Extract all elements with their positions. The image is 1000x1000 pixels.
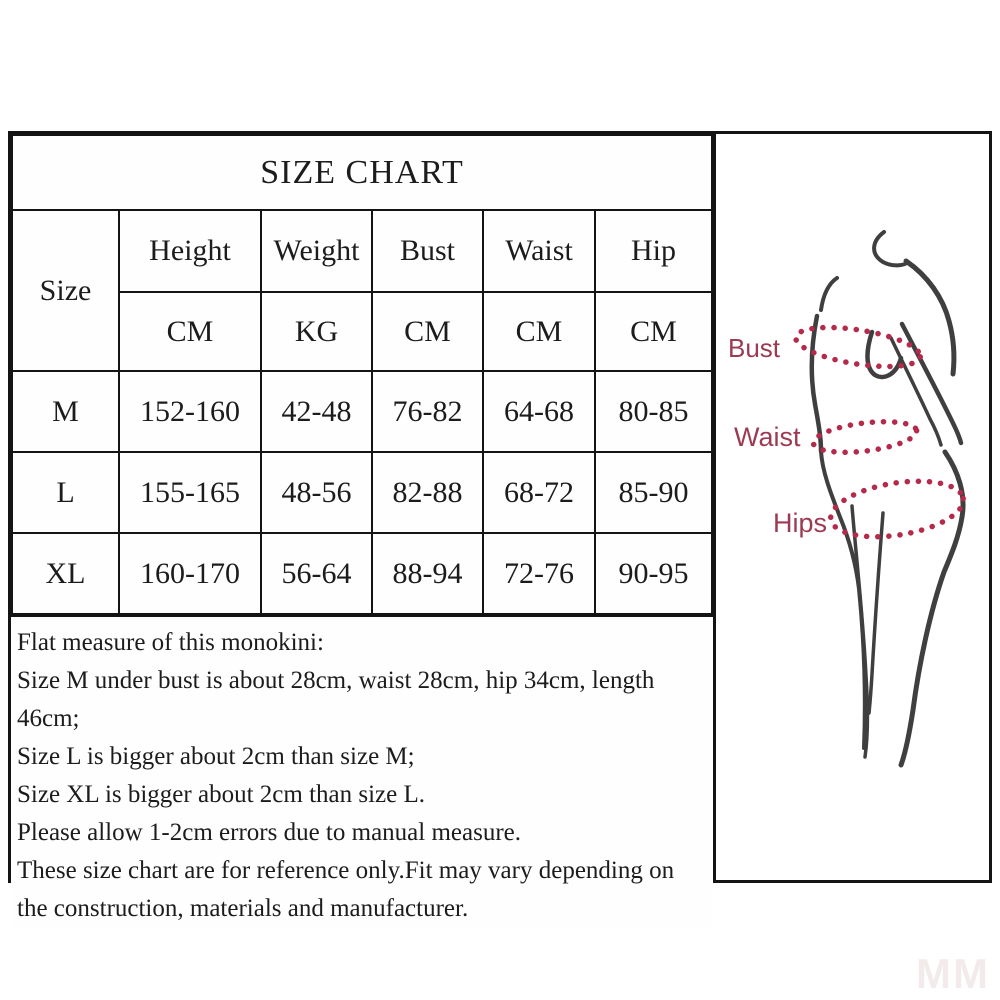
- size-chart-panel: SIZE CHART Size Height Weight Bust Waist…: [8, 131, 716, 928]
- note-line: These size chart are for reference only.…: [17, 857, 675, 922]
- hips-label: Hips: [773, 508, 827, 538]
- table-cell: 64-68: [482, 370, 596, 453]
- arm-outer-line: [899, 321, 964, 446]
- front-hip-leg-line: [819, 449, 867, 750]
- table-cell: 155-165: [118, 451, 262, 534]
- table-cell: 80-85: [594, 370, 713, 453]
- table-cell: 42-48: [260, 370, 373, 453]
- column-header-bust: Bust: [371, 209, 484, 293]
- table-cell: 72-76: [482, 532, 596, 615]
- table-cell: 76-82: [371, 370, 484, 453]
- note-line: Size L is bigger about 2cm than size M;: [17, 743, 415, 770]
- table-cell: 160-170: [118, 532, 262, 615]
- size-label: L: [11, 451, 120, 534]
- bust-dotted-line: [792, 324, 924, 370]
- watermark: MM: [916, 950, 990, 997]
- back-hip-leg-line: [898, 449, 966, 768]
- unit-header-weight: KG: [260, 291, 373, 372]
- note-line: Please allow 1-2cm errors due to manual …: [17, 819, 521, 846]
- table-cell: 56-64: [260, 532, 373, 615]
- waist-dotted-line: [810, 418, 920, 456]
- front-shoulder-line: [819, 276, 839, 312]
- table-cell: 82-88: [371, 451, 484, 534]
- column-header-waist: Waist: [482, 209, 596, 293]
- waist-label: Waist: [734, 422, 801, 452]
- hips-dotted-line: [827, 478, 967, 540]
- unit-header-waist: CM: [482, 291, 596, 372]
- size-chart-title: SIZE CHART: [11, 134, 713, 211]
- bust-label: Bust: [728, 333, 781, 363]
- corner-header-size: Size: [11, 209, 120, 372]
- unit-header-bust: CM: [371, 291, 484, 372]
- table-row-xl: XL 160-170 56-64 88-94 72-76 90-95: [11, 532, 713, 615]
- shoulder-back-line: [903, 258, 957, 377]
- note-line: Size XL is bigger about 2cm than size L.: [17, 781, 425, 808]
- measurement-guide-panel: Bust Waist Hips: [716, 131, 992, 883]
- inner-leg-line: [867, 511, 885, 715]
- inner-leg-line: [850, 504, 870, 759]
- size-chart-table: SIZE CHART Size Height Weight Bust Waist…: [11, 134, 713, 615]
- column-header-hip: Hip: [594, 209, 713, 293]
- body-outline-sketch: Bust Waist Hips: [728, 230, 967, 768]
- unit-header-hip: CM: [594, 291, 713, 372]
- measurement-notes: Flat measure of this monokini: Size M un…: [11, 615, 713, 928]
- table-cell: 90-95: [594, 532, 713, 615]
- column-header-height: Height: [118, 209, 262, 293]
- column-header-weight: Weight: [260, 209, 373, 293]
- note-line: Flat measure of this monokini:: [17, 629, 324, 656]
- note-line: Size M under bust is about 28cm, waist 2…: [17, 667, 655, 732]
- breast-curve: [865, 329, 904, 380]
- table-cell: 152-160: [118, 370, 262, 453]
- arm-inner-line: [889, 336, 943, 447]
- table-cell: 68-72: [482, 451, 596, 534]
- size-label: XL: [11, 532, 120, 615]
- table-cell: 48-56: [260, 451, 373, 534]
- table-row-m: M 152-160 42-48 76-82 64-68 80-85: [11, 370, 713, 453]
- table-cell: 88-94: [371, 532, 484, 615]
- unit-header-height: CM: [118, 291, 262, 372]
- table-row-l: L 155-165 48-56 82-88 68-72 85-90: [11, 451, 713, 534]
- front-torso-line: [809, 313, 824, 454]
- neck-line: [872, 230, 910, 268]
- table-cell: 85-90: [594, 451, 713, 534]
- size-label: M: [11, 370, 120, 453]
